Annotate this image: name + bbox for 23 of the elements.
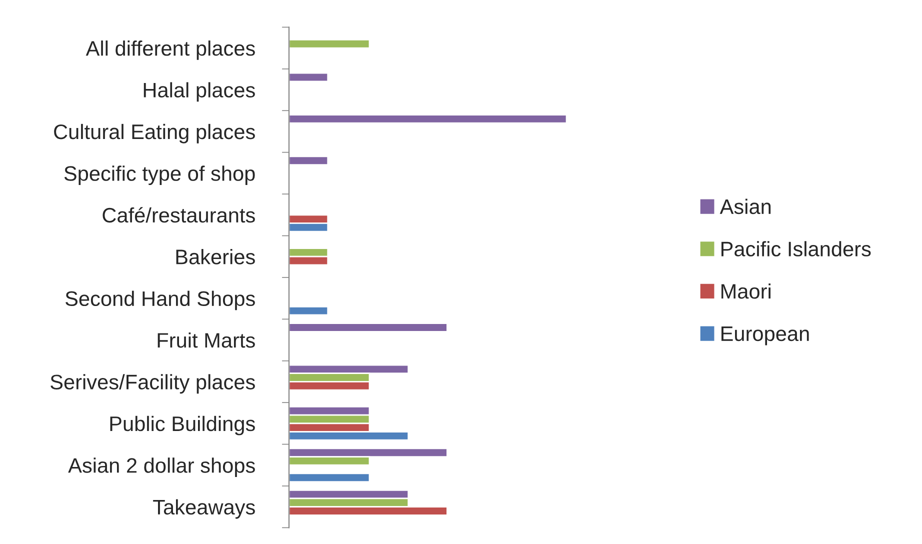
bar — [289, 72, 329, 82]
y-tick-label: Public Buildings — [110, 416, 255, 436]
bar — [289, 306, 329, 316]
y-tick-label: Asian 2 dollar shops — [68, 458, 255, 477]
y-tick-label: Halal places — [144, 82, 255, 102]
y-tick-label: Takeaways — [153, 499, 255, 519]
y-tick-label: Bakeries — [176, 249, 255, 264]
legend-label: Asian — [720, 198, 771, 214]
y-tick-label: Specific type of shop — [64, 166, 255, 186]
y-tick-label: All different places — [86, 40, 255, 60]
y-tick-label: Fruit Marts — [158, 332, 255, 348]
bar — [289, 114, 568, 124]
legend-label: Pacific Islanders — [721, 241, 871, 256]
y-tick-label: Second Hand Shops — [66, 290, 255, 310]
bar — [289, 472, 370, 482]
bar — [289, 322, 448, 332]
y-tick-label: Serives/Facility places — [50, 374, 255, 394]
bar — [289, 156, 329, 166]
y-tick-label: Cultural Eating places — [54, 124, 255, 144]
y-tick-label: Café/restaurants — [102, 207, 255, 223]
legend-label: European — [721, 326, 809, 346]
legend-label: Maori — [721, 283, 770, 299]
bar — [289, 39, 370, 49]
